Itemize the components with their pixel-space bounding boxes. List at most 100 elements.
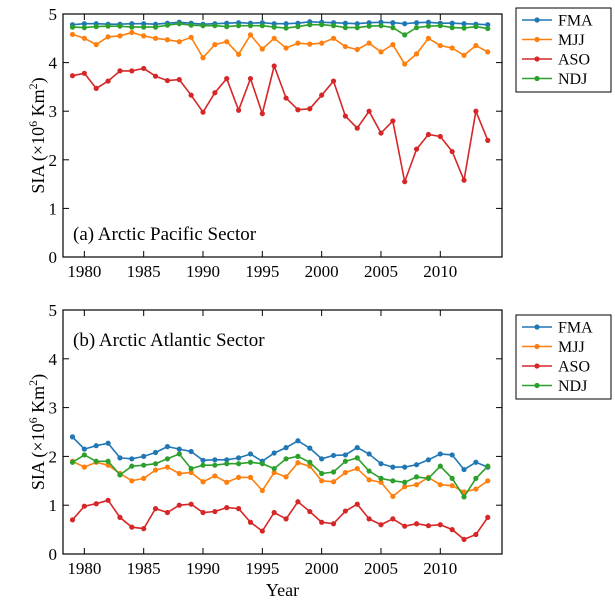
- data-point-ndj: [117, 23, 123, 29]
- y-tick-label: 2: [49, 151, 58, 170]
- data-point-ndj: [473, 24, 479, 30]
- data-point-ndj: [141, 24, 147, 30]
- data-point-mjj: [188, 469, 194, 476]
- data-point-aso: [342, 508, 348, 514]
- data-point-aso: [176, 77, 182, 83]
- data-point-mjj: [176, 470, 182, 477]
- data-point-aso: [236, 107, 242, 113]
- y-tick-label: 3: [49, 399, 58, 418]
- legend-marker-aso: [534, 363, 540, 369]
- data-point-ndj: [449, 25, 455, 31]
- data-point-ndj: [247, 459, 254, 465]
- data-point-aso: [164, 77, 171, 84]
- data-point-aso: [425, 523, 432, 529]
- data-point-mjj: [152, 467, 159, 473]
- data-point-mjj: [425, 35, 432, 41]
- data-point-mjj: [378, 49, 384, 55]
- data-point-mjj: [141, 33, 147, 39]
- legend-marker-ndj: [534, 75, 540, 82]
- data-point-ndj: [473, 475, 479, 481]
- data-point-fma: [437, 451, 443, 457]
- data-point-mjj: [283, 45, 289, 51]
- data-point-fma: [413, 462, 420, 468]
- data-point-fma: [129, 456, 135, 462]
- data-point-aso: [105, 497, 111, 503]
- data-point-aso: [176, 502, 182, 508]
- data-point-fma: [449, 20, 455, 26]
- data-point-fma: [354, 445, 360, 451]
- data-point-ndj: [330, 469, 337, 475]
- data-point-mjj: [366, 477, 372, 483]
- data-point-fma: [366, 451, 372, 457]
- data-point-aso: [473, 531, 479, 538]
- data-point-fma: [81, 21, 87, 27]
- data-point-ndj: [141, 462, 147, 468]
- legend-label-mjj: MJJ: [558, 339, 585, 356]
- legend-marker-mjj: [534, 343, 540, 350]
- data-point-aso: [295, 499, 301, 505]
- data-point-ndj: [354, 455, 360, 461]
- data-point-fma: [283, 445, 289, 451]
- y-axis-label: SIA (×106 Km2): [26, 77, 49, 193]
- x-tick-label: 1995: [245, 559, 279, 578]
- data-point-fma: [330, 452, 337, 459]
- data-point-mjj: [413, 482, 420, 488]
- data-point-aso: [152, 73, 159, 79]
- series-line-mjj: [72, 31, 489, 66]
- panel-b: 0 1 2 3 4 5 1980 1985 1990 1995 2000 2005 2010 SIA (×…: [26, 301, 612, 578]
- data-point-fma: [81, 446, 87, 452]
- y-tick-label: 2: [49, 447, 58, 466]
- data-point-aso: [129, 68, 135, 74]
- data-point-mjj: [402, 484, 408, 490]
- data-point-fma: [247, 451, 254, 457]
- data-point-mjj: [354, 466, 360, 472]
- data-point-ndj: [164, 22, 171, 28]
- data-point-ndj: [81, 25, 87, 31]
- data-point-ndj: [485, 463, 491, 469]
- data-point-aso: [200, 509, 206, 516]
- data-point-mjj: [354, 46, 360, 53]
- data-point-mjj: [342, 469, 348, 476]
- data-point-fma: [236, 455, 242, 461]
- x-tick-label: 1990: [186, 262, 220, 281]
- data-point-ndj: [354, 25, 360, 31]
- data-point-mjj: [129, 478, 135, 484]
- data-point-aso: [247, 519, 254, 525]
- x-tick-label: 2010: [423, 559, 457, 578]
- data-point-mjj: [378, 479, 384, 485]
- legend-marker-fma: [534, 17, 540, 23]
- data-point-ndj: [69, 24, 76, 30]
- data-point-mjj: [307, 41, 313, 47]
- data-point-aso: [402, 523, 408, 529]
- data-point-aso: [437, 522, 443, 528]
- data-point-aso: [283, 95, 289, 101]
- legend-label-mjj: MJJ: [558, 32, 585, 49]
- data-point-aso: [259, 528, 265, 534]
- data-point-mjj: [283, 474, 289, 480]
- data-point-aso: [259, 111, 265, 117]
- data-point-mjj: [295, 460, 301, 466]
- data-point-aso: [152, 506, 159, 512]
- data-point-ndj: [129, 463, 135, 469]
- data-point-aso: [413, 521, 420, 527]
- data-point-mjj: [247, 474, 254, 480]
- data-point-mjj: [69, 31, 76, 38]
- legend-label-aso: ASO: [558, 359, 590, 376]
- data-point-aso: [141, 65, 147, 72]
- data-point-ndj: [390, 25, 396, 31]
- x-tick-label: 1980: [67, 559, 101, 578]
- data-point-ndj: [176, 21, 182, 27]
- data-point-mjj: [152, 35, 159, 41]
- data-point-fma: [413, 20, 420, 26]
- data-point-mjj: [390, 493, 396, 500]
- y-tick-label: 0: [49, 248, 58, 267]
- data-point-aso: [390, 118, 396, 124]
- data-point-fma: [449, 452, 455, 458]
- data-point-ndj: [69, 459, 76, 465]
- legend-label-fma: FMA: [558, 13, 593, 30]
- data-point-aso: [81, 70, 87, 76]
- data-point-ndj: [247, 23, 254, 29]
- data-point-aso: [69, 517, 76, 523]
- data-point-aso: [461, 536, 467, 542]
